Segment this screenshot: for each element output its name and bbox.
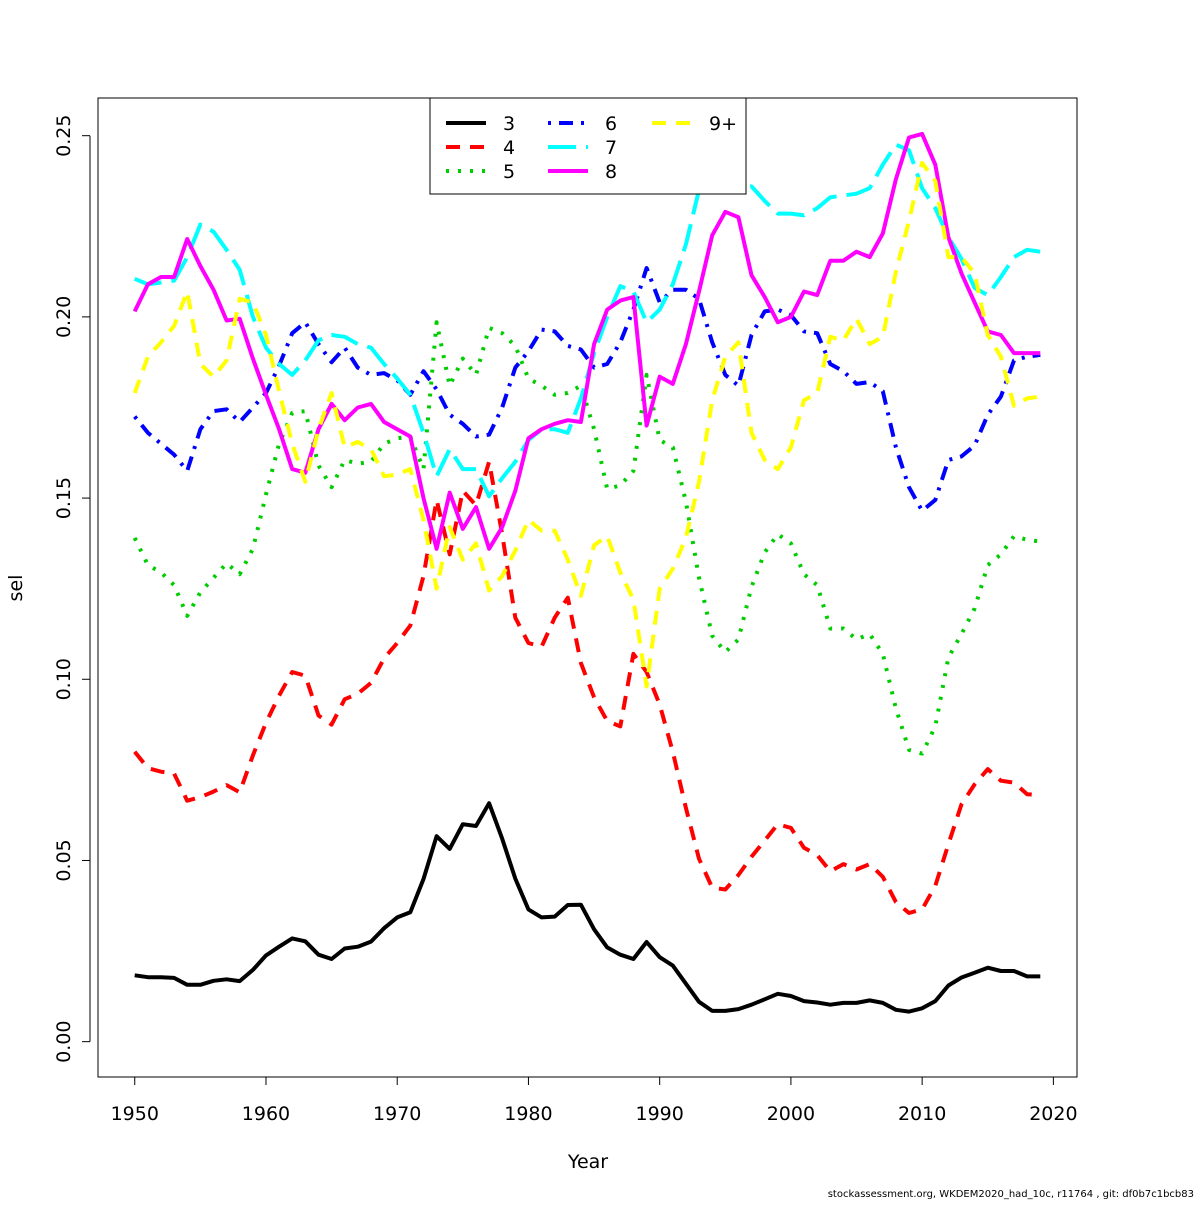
legend: 345 678 9+ — [429, 97, 747, 195]
legend-label: 6 — [605, 113, 617, 135]
y-tick-label: 0.15 — [53, 477, 75, 519]
legend-label: 8 — [605, 161, 617, 183]
legend-label: 3 — [503, 113, 515, 135]
y-tick-label: 0.05 — [53, 839, 75, 881]
x-tick-label: 1950 — [111, 1103, 159, 1125]
x-axis-title: Year — [567, 1151, 608, 1173]
legend-label: 7 — [605, 137, 617, 159]
series-line-6 — [133, 266, 1041, 513]
footer-credit: stockassessment.org, WKDEM2020_had_10c, … — [828, 1189, 1194, 1200]
x-axis: 1950 1960 1970 1980 1990 2000 2010 2020 — [111, 1076, 1078, 1125]
series-line-4 — [133, 459, 1041, 915]
legend-label: 4 — [503, 137, 515, 159]
y-tick-label: 0.00 — [53, 1021, 75, 1063]
x-tick-label: 1980 — [504, 1103, 552, 1125]
series-line-9plus — [132, 160, 1041, 689]
y-axis-title: sel — [5, 575, 27, 602]
x-tick-label: 2000 — [767, 1103, 815, 1125]
x-tick-label: 1960 — [242, 1103, 290, 1125]
series-line-3 — [134, 801, 1041, 1014]
x-tick-label: 2020 — [1029, 1103, 1077, 1125]
x-tick-label: 2010 — [898, 1103, 946, 1125]
y-tick-label: 0.20 — [53, 296, 75, 338]
series-line-5 — [132, 320, 1041, 756]
y-tick-label: 0.10 — [53, 658, 75, 700]
x-tick-label: 1970 — [373, 1103, 421, 1125]
legend-label: 5 — [503, 161, 515, 183]
series-layer — [132, 131, 1041, 1014]
legend-label: 9+ — [709, 113, 737, 135]
x-tick-label: 1990 — [635, 1103, 683, 1125]
series-line-8 — [132, 131, 1041, 551]
y-tick-label: 0.25 — [53, 115, 75, 157]
y-axis: 0.00 0.05 0.10 0.15 0.20 0.25 — [53, 115, 91, 1063]
